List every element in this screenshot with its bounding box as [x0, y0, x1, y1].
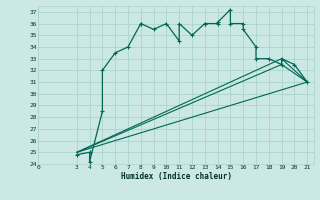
X-axis label: Humidex (Indice chaleur): Humidex (Indice chaleur) [121, 172, 231, 181]
